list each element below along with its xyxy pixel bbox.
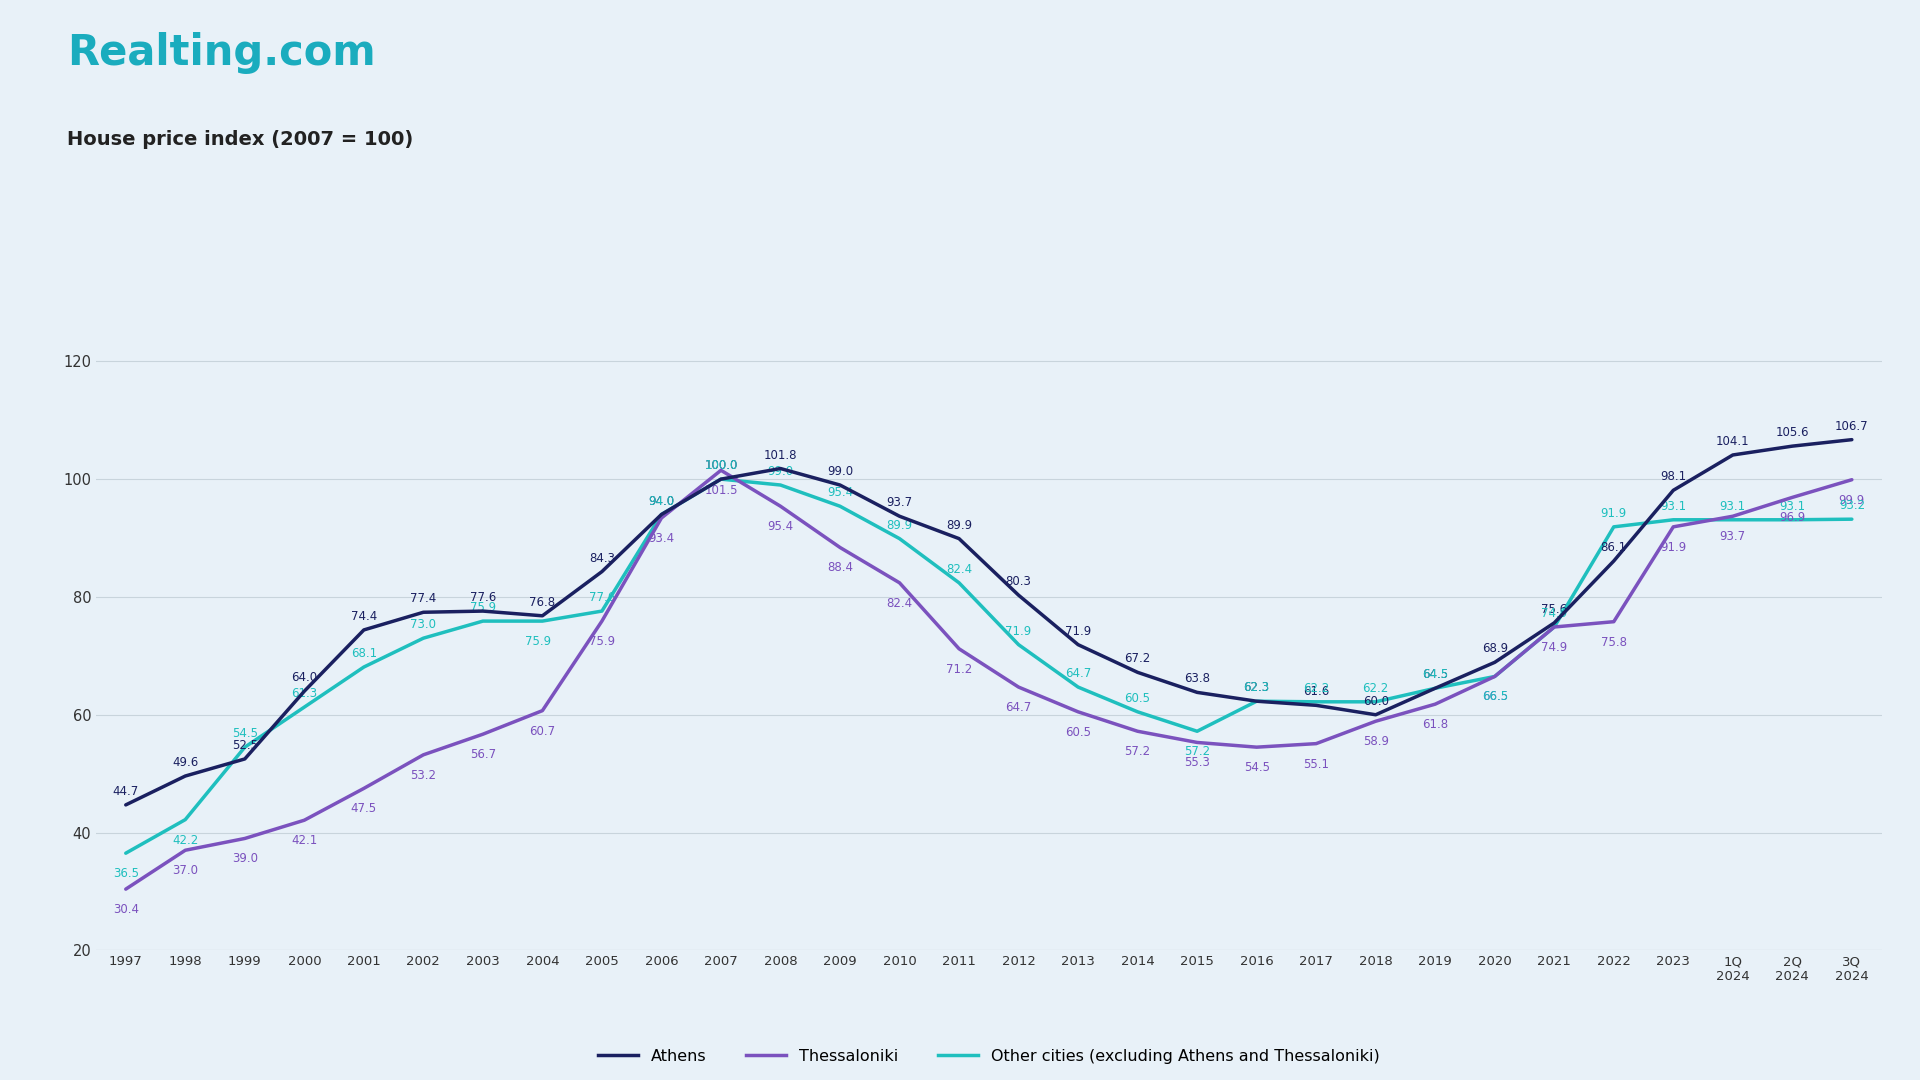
Text: 52.5: 52.5 [232, 739, 257, 752]
Text: 75.8: 75.8 [1601, 635, 1626, 649]
Text: 64.7: 64.7 [1066, 667, 1091, 680]
Text: 64.0: 64.0 [292, 672, 317, 685]
Text: 105.6: 105.6 [1776, 427, 1809, 440]
Text: 63.8: 63.8 [1185, 673, 1210, 686]
Text: 66.5: 66.5 [1482, 690, 1507, 703]
Text: 47.5: 47.5 [351, 802, 376, 815]
Text: 95.4: 95.4 [828, 486, 852, 499]
Text: 93.1: 93.1 [1780, 500, 1805, 513]
Text: 76.8: 76.8 [530, 596, 555, 609]
Text: 86.1: 86.1 [1601, 541, 1626, 554]
Text: 64.5: 64.5 [1423, 669, 1448, 681]
Text: 93.2: 93.2 [1839, 499, 1864, 512]
Text: 93.7: 93.7 [887, 497, 912, 510]
Text: 61.8: 61.8 [1423, 718, 1448, 731]
Text: 89.9: 89.9 [947, 518, 972, 531]
Text: 99.0: 99.0 [768, 465, 793, 478]
Text: 60.7: 60.7 [530, 725, 555, 738]
Text: 104.1: 104.1 [1716, 435, 1749, 448]
Text: 99.0: 99.0 [828, 465, 852, 478]
Text: 94.0: 94.0 [649, 495, 674, 508]
Text: 73.0: 73.0 [411, 618, 436, 631]
Text: 60.5: 60.5 [1066, 726, 1091, 739]
Text: 93.1: 93.1 [1661, 500, 1686, 513]
Text: 75.9: 75.9 [470, 602, 495, 615]
Text: 42.1: 42.1 [292, 834, 317, 847]
Text: 100.0: 100.0 [705, 459, 737, 472]
Text: 75.6: 75.6 [1542, 603, 1567, 616]
Text: 64.7: 64.7 [1006, 701, 1031, 714]
Legend: Athens, Thessaloniki, Other cities (excluding Athens and Thessaloniki): Athens, Thessaloniki, Other cities (excl… [591, 1042, 1386, 1070]
Text: 60.0: 60.0 [1363, 694, 1388, 707]
Text: 30.4: 30.4 [113, 903, 138, 916]
Text: 82.4: 82.4 [947, 563, 972, 576]
Text: 67.2: 67.2 [1125, 652, 1150, 665]
Text: 57.2: 57.2 [1125, 745, 1150, 758]
Text: 53.2: 53.2 [411, 769, 436, 782]
Text: House price index (2007 = 100): House price index (2007 = 100) [67, 130, 413, 149]
Text: 39.0: 39.0 [232, 852, 257, 865]
Text: 61.3: 61.3 [292, 687, 317, 700]
Text: 82.4: 82.4 [887, 596, 912, 610]
Text: 44.7: 44.7 [113, 785, 138, 798]
Text: 49.6: 49.6 [173, 756, 198, 769]
Text: 98.1: 98.1 [1661, 471, 1686, 484]
Text: 42.2: 42.2 [173, 834, 198, 847]
Text: 64.5: 64.5 [1423, 669, 1448, 681]
Text: 55.3: 55.3 [1185, 756, 1210, 769]
Text: 74.9: 74.9 [1542, 640, 1567, 653]
Text: 58.9: 58.9 [1363, 735, 1388, 748]
Text: 93.7: 93.7 [1720, 530, 1745, 543]
Text: 95.4: 95.4 [768, 521, 793, 534]
Text: 71.9: 71.9 [1066, 624, 1091, 637]
Text: 62.3: 62.3 [1244, 681, 1269, 694]
Text: 93.1: 93.1 [1720, 500, 1745, 513]
Text: 54.5: 54.5 [1244, 761, 1269, 774]
Text: 99.9: 99.9 [1839, 494, 1864, 507]
Text: 71.9: 71.9 [1006, 624, 1031, 637]
Text: 62.2: 62.2 [1363, 681, 1388, 694]
Text: 96.9: 96.9 [1780, 511, 1805, 524]
Text: 101.5: 101.5 [705, 484, 737, 497]
Text: 77.4: 77.4 [411, 592, 436, 605]
Text: 62.2: 62.2 [1304, 681, 1329, 694]
Text: 62.3: 62.3 [1244, 681, 1269, 694]
Text: 75.9: 75.9 [526, 635, 551, 648]
Text: 77.6: 77.6 [589, 591, 614, 604]
Text: 84.3: 84.3 [589, 552, 614, 565]
Text: 88.4: 88.4 [828, 562, 852, 575]
Text: 54.5: 54.5 [232, 727, 257, 740]
Text: 66.5: 66.5 [1482, 690, 1507, 703]
Text: 75.9: 75.9 [589, 635, 614, 648]
Text: 101.8: 101.8 [764, 448, 797, 461]
Text: 74.9: 74.9 [1542, 607, 1567, 620]
Text: Realting.com: Realting.com [67, 32, 376, 75]
Text: 36.5: 36.5 [113, 867, 138, 880]
Text: 91.9: 91.9 [1601, 507, 1626, 519]
Text: 37.0: 37.0 [173, 864, 198, 877]
Text: 80.3: 80.3 [1006, 576, 1031, 589]
Text: 61.6: 61.6 [1304, 686, 1329, 699]
Text: 91.9: 91.9 [1661, 541, 1686, 554]
Text: 57.2: 57.2 [1185, 745, 1210, 758]
Text: 100.0: 100.0 [705, 459, 737, 472]
Text: 71.2: 71.2 [947, 663, 972, 676]
Text: 74.4: 74.4 [351, 610, 376, 623]
Text: 106.7: 106.7 [1836, 420, 1868, 433]
Text: 93.4: 93.4 [649, 531, 674, 545]
Text: 77.6: 77.6 [470, 591, 495, 604]
Text: 68.9: 68.9 [1482, 643, 1507, 656]
Text: 89.9: 89.9 [887, 518, 912, 531]
Text: 68.1: 68.1 [351, 647, 376, 660]
Text: 60.5: 60.5 [1125, 692, 1150, 705]
Text: 56.7: 56.7 [470, 748, 495, 761]
Text: 94.0: 94.0 [649, 495, 674, 508]
Text: 55.1: 55.1 [1304, 757, 1329, 770]
